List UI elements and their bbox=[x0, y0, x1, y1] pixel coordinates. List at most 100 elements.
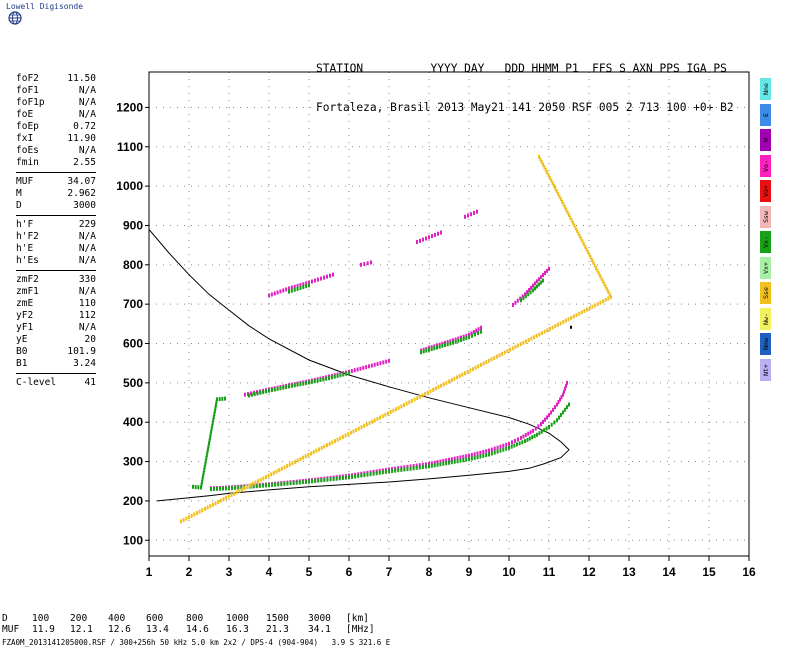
trace-point bbox=[418, 465, 421, 470]
trace-point bbox=[356, 367, 359, 372]
trace-point bbox=[302, 455, 305, 460]
param-row: foEs N/A bbox=[16, 145, 96, 157]
trace-point bbox=[270, 388, 273, 393]
trace-point bbox=[544, 167, 547, 172]
trace-point bbox=[546, 328, 549, 333]
trace-point bbox=[388, 469, 390, 474]
trace-point bbox=[584, 244, 587, 249]
trace-point bbox=[461, 372, 464, 377]
trace-point bbox=[508, 441, 510, 446]
trace-point bbox=[227, 494, 230, 499]
trace-point bbox=[413, 397, 416, 402]
trace-point bbox=[326, 274, 328, 279]
trace-point bbox=[406, 464, 409, 469]
trace-point bbox=[397, 468, 400, 473]
param-value: N/A bbox=[78, 322, 96, 333]
legend-item: Nne bbox=[760, 78, 771, 100]
trace-point bbox=[580, 310, 583, 315]
trace-point bbox=[562, 410, 564, 415]
trace-point bbox=[526, 437, 529, 442]
trace-point bbox=[419, 238, 421, 243]
trace-point bbox=[272, 470, 275, 475]
distance-value: 600 bbox=[146, 613, 164, 624]
trace-point bbox=[564, 386, 566, 391]
x-tick-label: 12 bbox=[582, 565, 596, 579]
trace-point bbox=[389, 409, 392, 414]
trace-point bbox=[409, 466, 412, 471]
trace-point bbox=[379, 415, 382, 420]
trace-point bbox=[457, 336, 460, 341]
trace-point bbox=[551, 181, 554, 186]
legend-label: Vx- bbox=[761, 236, 770, 248]
param-row: foEp 0.72 bbox=[16, 121, 96, 133]
x-tick-label: 7 bbox=[386, 565, 393, 579]
param-label: D bbox=[16, 200, 22, 211]
trace-point bbox=[250, 392, 253, 397]
trace-point bbox=[350, 369, 353, 374]
trace-point bbox=[357, 473, 360, 478]
trace-point bbox=[365, 422, 368, 427]
trace-point bbox=[362, 365, 365, 370]
trace-point bbox=[225, 486, 227, 491]
param-label: fmin bbox=[16, 157, 39, 168]
muf-label: MUF bbox=[2, 624, 20, 635]
trace-point bbox=[601, 279, 604, 284]
trace-point bbox=[363, 262, 366, 267]
trace-point bbox=[442, 382, 445, 387]
trace-point bbox=[465, 336, 468, 341]
trace-point bbox=[480, 325, 482, 330]
trace-point bbox=[201, 508, 204, 513]
trace-point bbox=[341, 475, 344, 480]
trace-point bbox=[580, 236, 583, 241]
y-tick-label: 700 bbox=[123, 297, 143, 311]
trace-point bbox=[445, 458, 448, 463]
plot-frame bbox=[148, 71, 750, 557]
trace-point bbox=[402, 403, 405, 408]
trace-point bbox=[542, 273, 544, 278]
param-value: 11.90 bbox=[67, 133, 96, 144]
trace-point bbox=[474, 332, 476, 337]
trace-point bbox=[464, 214, 466, 219]
param-row: MUF 34.07 bbox=[16, 176, 96, 188]
trace-point bbox=[301, 480, 304, 485]
trace-point bbox=[381, 470, 384, 475]
trace-point bbox=[308, 479, 310, 484]
trace-point bbox=[304, 454, 307, 459]
trace-point bbox=[216, 397, 218, 402]
trace-point bbox=[420, 350, 422, 355]
trace-point bbox=[344, 475, 347, 480]
param-row: h'F2 N/A bbox=[16, 231, 96, 243]
trace-point bbox=[268, 483, 270, 488]
param-label: fxI bbox=[16, 133, 34, 144]
trace-point bbox=[538, 332, 541, 337]
trace-point bbox=[203, 464, 206, 469]
trace-point bbox=[526, 290, 528, 295]
trace-point bbox=[214, 501, 217, 506]
trace-point bbox=[471, 333, 473, 338]
trace-point bbox=[453, 456, 456, 461]
trace-point bbox=[251, 481, 254, 486]
trace-point bbox=[328, 376, 330, 381]
trace-point bbox=[187, 515, 190, 520]
trace-series bbox=[288, 283, 310, 294]
trace-point bbox=[479, 450, 482, 455]
trace-point bbox=[280, 482, 283, 487]
trace-point bbox=[564, 407, 566, 412]
trace-point bbox=[296, 283, 299, 288]
param-value: N/A bbox=[78, 286, 96, 297]
trace-point bbox=[437, 385, 440, 390]
trace-point bbox=[261, 483, 264, 488]
trace-point bbox=[368, 421, 371, 426]
trace-point bbox=[213, 486, 215, 491]
trace-point bbox=[353, 368, 356, 373]
trace-point bbox=[543, 428, 546, 433]
trace-point bbox=[440, 230, 442, 235]
trace-point bbox=[462, 458, 465, 463]
trace-point bbox=[218, 397, 221, 402]
trace-point bbox=[318, 447, 321, 452]
param-value: 34.07 bbox=[67, 176, 96, 187]
legend-label: Vx+ bbox=[761, 261, 770, 274]
trace-point bbox=[569, 215, 572, 220]
trace-point bbox=[441, 341, 444, 346]
param-row: foF2 11.50 bbox=[16, 73, 96, 85]
